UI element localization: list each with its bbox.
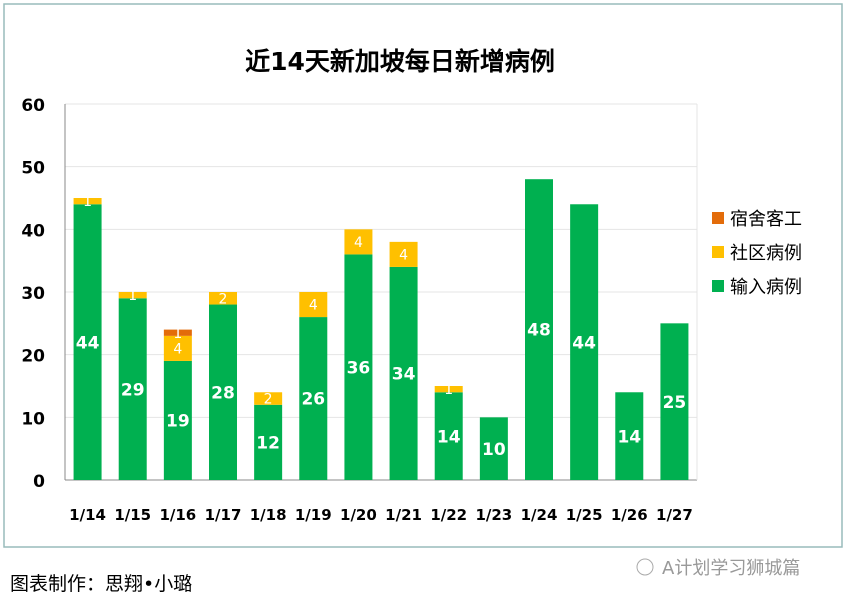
bar-segment[interactable] [73, 204, 102, 480]
data-label: 4 [399, 247, 408, 263]
x-tick-label: 1/15 [114, 506, 151, 524]
data-label: 19 [166, 412, 190, 432]
x-tick-label: 1/18 [250, 506, 287, 524]
x-tick-label: 1/19 [295, 506, 332, 524]
data-label: 1 [173, 326, 182, 342]
data-label: 4 [309, 298, 318, 314]
x-tick-label: 1/14 [69, 506, 106, 524]
bar-segment[interactable] [615, 392, 644, 480]
bar-segment[interactable] [434, 392, 463, 480]
bar-segment[interactable] [73, 198, 102, 205]
x-tick-label: 1/24 [521, 506, 558, 524]
y-tick-label: 20 [21, 347, 45, 367]
x-tick-label: 1/16 [159, 506, 196, 524]
data-label: 4 [354, 235, 363, 251]
bar-segment[interactable] [299, 292, 328, 318]
y-tick-label: 60 [21, 96, 45, 116]
y-tick-label: 50 [21, 159, 45, 179]
bar-segment[interactable] [299, 317, 328, 480]
x-tick-label: 1/20 [340, 506, 377, 524]
bar-segment[interactable] [163, 329, 192, 336]
bar-segment[interactable] [118, 292, 147, 299]
bar-segment[interactable] [163, 360, 192, 480]
data-label: 28 [211, 383, 235, 403]
data-label: 4 [173, 341, 182, 357]
credit-text: 图表制作：思翔•小璐 [10, 573, 192, 595]
bar-segment[interactable] [570, 204, 599, 480]
x-tick-label: 1/22 [430, 506, 467, 524]
watermark-text: A计划学习狮城篇 [662, 558, 800, 579]
legend-swatch [712, 212, 724, 224]
x-tick-label: 1/26 [611, 506, 648, 524]
data-label: 14 [617, 427, 641, 447]
legend-swatch [712, 280, 724, 292]
bar-segment[interactable] [344, 229, 373, 255]
y-tick-label: 10 [21, 409, 45, 429]
data-label: 1 [444, 382, 453, 398]
bar-segment[interactable] [389, 266, 418, 480]
bar-segment[interactable] [344, 254, 373, 480]
wechat-icon [636, 558, 654, 576]
bar-segment[interactable] [118, 298, 147, 480]
data-label: 2 [219, 291, 228, 307]
data-label: 25 [663, 393, 687, 413]
y-tick-label: 40 [21, 221, 45, 241]
legend-label[interactable]: 社区病例 [730, 243, 802, 264]
data-label: 36 [347, 358, 371, 378]
data-label: 26 [301, 390, 325, 410]
y-tick-label: 30 [21, 284, 45, 304]
legend-label[interactable]: 宿舍客工 [730, 209, 802, 230]
data-label: 29 [121, 380, 145, 400]
bar-segment[interactable] [209, 292, 237, 305]
data-label: 44 [76, 333, 100, 353]
data-label: 34 [392, 365, 416, 385]
data-label: 14 [437, 427, 461, 447]
y-tick-label: 0 [33, 472, 45, 492]
data-label: 44 [572, 333, 596, 353]
data-label: 48 [527, 321, 551, 341]
x-tick-label: 1/23 [475, 506, 512, 524]
bar-segment[interactable] [254, 404, 283, 480]
bar-segment[interactable] [163, 335, 192, 361]
bar-segment[interactable] [389, 241, 418, 267]
legend-swatch [712, 246, 724, 258]
x-tick-label: 1/25 [566, 506, 603, 524]
bar-segment[interactable] [254, 392, 283, 405]
chart-title: 近14天新加坡每日新增病例 [245, 47, 555, 76]
legend-label[interactable]: 输入病例 [730, 277, 802, 298]
bar-segment[interactable] [209, 304, 237, 480]
x-tick-label: 1/17 [205, 506, 242, 524]
data-label: 10 [482, 440, 506, 460]
bar-segment[interactable] [525, 179, 553, 480]
bar-segment[interactable] [479, 417, 508, 480]
x-tick-label: 1/27 [656, 506, 693, 524]
data-label: 1 [128, 288, 137, 304]
bar-segment[interactable] [660, 323, 689, 480]
x-tick-label: 1/21 [385, 506, 422, 524]
bar-segment[interactable] [434, 386, 463, 393]
data-label: 2 [264, 392, 273, 408]
data-label: 12 [256, 434, 280, 454]
data-label: 1 [83, 194, 92, 210]
